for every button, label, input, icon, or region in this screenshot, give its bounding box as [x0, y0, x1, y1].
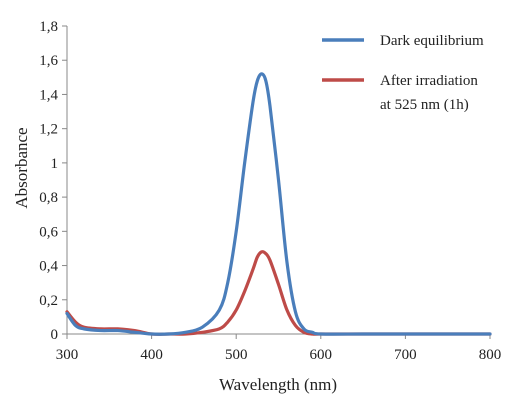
legend: Dark equilibrium After irradiation at 525 … [322, 33, 484, 113]
x-tick-label: 800 [479, 347, 502, 363]
x-tick-label: 300 [56, 347, 79, 363]
x-axis-ticks: 300 400 500 600 700 800 [56, 334, 502, 363]
x-tick-label: 400 [140, 347, 163, 363]
y-tick-label: 1,2 [39, 122, 58, 138]
series-layer [65, 72, 492, 336]
y-tick-label: 0,2 [39, 293, 58, 309]
x-tick-label: 700 [394, 347, 417, 363]
legend-label: at 525 nm (1h) [380, 97, 469, 113]
series-line-1 [65, 250, 492, 336]
y-tick-label: 0 [51, 327, 59, 343]
x-tick-label: 500 [225, 347, 248, 363]
x-tick-label: 600 [310, 347, 333, 363]
x-axis-title: Wavelength (nm) [219, 375, 337, 394]
y-axis-ticks: 0 0,2 0,4 0,6 0,8 1 1,2 1,4 1,6 1,8 [39, 19, 67, 343]
series-line-0 [65, 72, 492, 336]
y-axis-title: Absorbance [12, 127, 31, 208]
y-tick-label: 1,4 [39, 87, 58, 103]
legend-label: After irradiation [380, 73, 478, 89]
y-tick-label: 1,8 [39, 19, 58, 35]
legend-label: Dark equilibrium [380, 33, 484, 49]
y-tick-label: 0,4 [39, 259, 58, 275]
plot-area: 0 0,2 0,4 0,6 0,8 1 1,2 1,4 1,6 1,8 300 400 500 600 7… [39, 19, 501, 363]
y-tick-label: 1 [51, 156, 59, 172]
y-tick-label: 0,6 [39, 224, 58, 240]
y-tick-label: 0,8 [39, 190, 58, 206]
y-tick-label: 1,6 [39, 53, 58, 69]
